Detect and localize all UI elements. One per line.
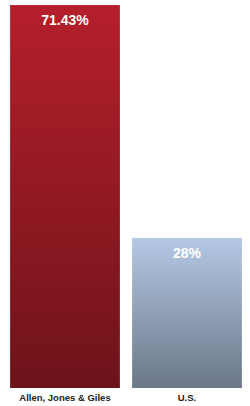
bar [10,5,120,388]
bar [132,238,242,388]
chart-container: 71.43% Allen, Jones & Giles 28% U.S. [0,0,250,406]
data-label: 71.43% [41,12,89,28]
labels: 71.43% Allen, Jones & Giles 28% U.S. [19,12,201,403]
chart-svg: 71.43% Allen, Jones & Giles 28% U.S. [0,0,250,406]
category-label: U.S. [178,392,196,403]
data-label: 28% [173,245,202,261]
bars [10,5,242,388]
category-label: Allen, Jones & Giles [19,392,110,403]
